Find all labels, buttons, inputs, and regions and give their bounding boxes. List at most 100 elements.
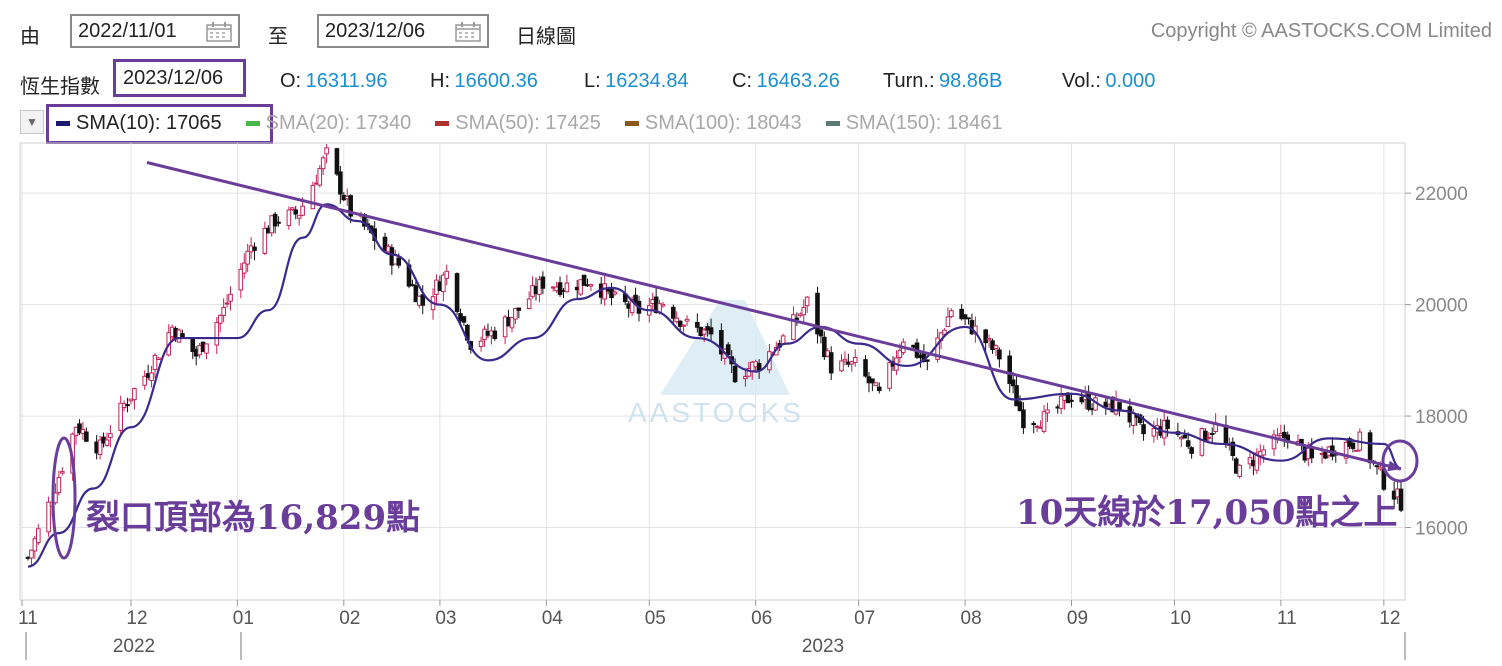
candle-body <box>149 372 154 381</box>
candle-body <box>1014 385 1019 407</box>
legend-item-sma150[interactable]: SMA(150): 18461 <box>825 112 1002 135</box>
legend-item-sma10[interactable]: SMA(10): 17065 <box>56 112 222 135</box>
low-value: 16234.84 <box>605 70 689 92</box>
candle-body <box>887 362 892 389</box>
candle-body <box>588 284 594 287</box>
candle-body <box>324 147 329 155</box>
end-date-input[interactable]: 2023/12/06 <box>317 14 489 48</box>
high-value: 16600.36 <box>454 70 538 92</box>
sma-ellipse <box>1381 439 1419 483</box>
high-label: H: <box>430 70 450 92</box>
candle-body <box>241 262 247 274</box>
candle-body <box>118 402 123 431</box>
legend-item-sma50[interactable]: SMA(50): 17425 <box>435 112 601 135</box>
sma-annotation: 10天線於17,050點之上 <box>1016 493 1398 533</box>
candle-body <box>334 148 340 175</box>
candle-body <box>1031 423 1037 426</box>
watermark: AASTOCKS <box>628 300 801 428</box>
candle-body <box>1185 440 1191 447</box>
candle-body <box>125 404 130 407</box>
legend: SMA(10): 17065 SMA(20): 17340 SMA(50): 1… <box>56 112 1002 135</box>
candle-body <box>238 268 244 291</box>
calendar-icon[interactable] <box>206 22 232 42</box>
year-label: 2022 <box>113 636 155 657</box>
candle-body <box>725 344 731 356</box>
close-label: C: <box>732 70 752 92</box>
candle-body <box>780 335 786 345</box>
candle-body <box>1237 464 1242 477</box>
candle-body <box>1378 466 1383 470</box>
legend-label: SMA(50): 17425 <box>455 112 601 134</box>
candle-body <box>310 184 316 210</box>
candle-body <box>46 501 51 533</box>
legend-item-sma100[interactable]: SMA(100): 18043 <box>624 112 802 135</box>
chart-type-label[interactable]: 日線圖 <box>516 26 576 48</box>
legend-label: SMA(20): 17340 <box>265 112 412 134</box>
plot-frame <box>19 142 1406 601</box>
x-tick-label: 06 <box>751 608 772 629</box>
from-label: 由 <box>20 26 40 48</box>
candle-body <box>925 359 930 362</box>
candle-body <box>1189 447 1194 454</box>
x-tick-label: 11 <box>18 608 38 629</box>
candle-body <box>997 349 1002 360</box>
candle-body <box>224 302 230 305</box>
volume-label: Vol.: <box>1062 70 1101 92</box>
candle-body <box>84 431 89 442</box>
candle-body <box>1199 428 1205 456</box>
candle-body <box>1254 452 1260 471</box>
start-date-value: 2022/11/01 <box>78 20 177 42</box>
candle-body <box>743 375 748 380</box>
candle-body <box>348 195 353 217</box>
candle-body <box>300 205 305 216</box>
candle-body <box>245 250 250 265</box>
candle-body <box>1069 399 1074 402</box>
legend-dropdown-button[interactable]: ▼ <box>20 110 44 134</box>
candle-body <box>564 282 570 293</box>
candle-body <box>413 285 419 303</box>
candle-body <box>1161 419 1167 439</box>
candle-body <box>839 360 844 372</box>
candle-body <box>32 538 38 552</box>
turnover-value: 98.86B <box>938 70 1003 92</box>
low-label: L: <box>584 70 601 92</box>
candle-body <box>1007 355 1012 384</box>
sma150-swatch <box>825 121 840 126</box>
candle-body <box>959 308 964 320</box>
candle-body <box>1261 449 1267 456</box>
candle-body <box>863 359 868 377</box>
candle-body <box>1350 442 1356 450</box>
x-tick-label: 01 <box>233 608 254 629</box>
candle-body <box>828 352 834 374</box>
candle-body <box>983 329 988 344</box>
candle-body <box>180 333 185 338</box>
candle-body <box>156 357 161 360</box>
candle-body <box>320 157 326 170</box>
turnover-label: Turn.: <box>883 70 935 92</box>
candle-body <box>897 349 903 359</box>
candle-body <box>677 320 683 327</box>
candle-body <box>870 378 875 384</box>
x-tick-label: 08 <box>961 608 982 629</box>
calendar-icon[interactable] <box>455 22 481 42</box>
candle-body <box>612 291 618 295</box>
legend-item-sma20[interactable]: SMA(20): 17340 <box>245 112 412 135</box>
candle-body <box>214 322 220 346</box>
candle-body <box>804 296 810 307</box>
info-date: 2023/12/06 <box>113 59 246 97</box>
start-date-input[interactable]: 2022/11/01 <box>70 14 240 48</box>
sma20-swatch <box>245 121 260 126</box>
candle-body <box>441 274 446 293</box>
candle-body <box>732 365 738 383</box>
candle-body <box>502 316 508 338</box>
candle-body <box>221 306 226 316</box>
candle-body <box>132 388 137 401</box>
candle-body <box>756 362 762 371</box>
candle-body <box>317 168 323 186</box>
candle-body <box>97 439 103 455</box>
candle-body <box>1398 488 1404 511</box>
y-tick-label: 16000 <box>1415 519 1468 540</box>
candle-body <box>454 273 460 312</box>
candle-body <box>262 227 268 254</box>
